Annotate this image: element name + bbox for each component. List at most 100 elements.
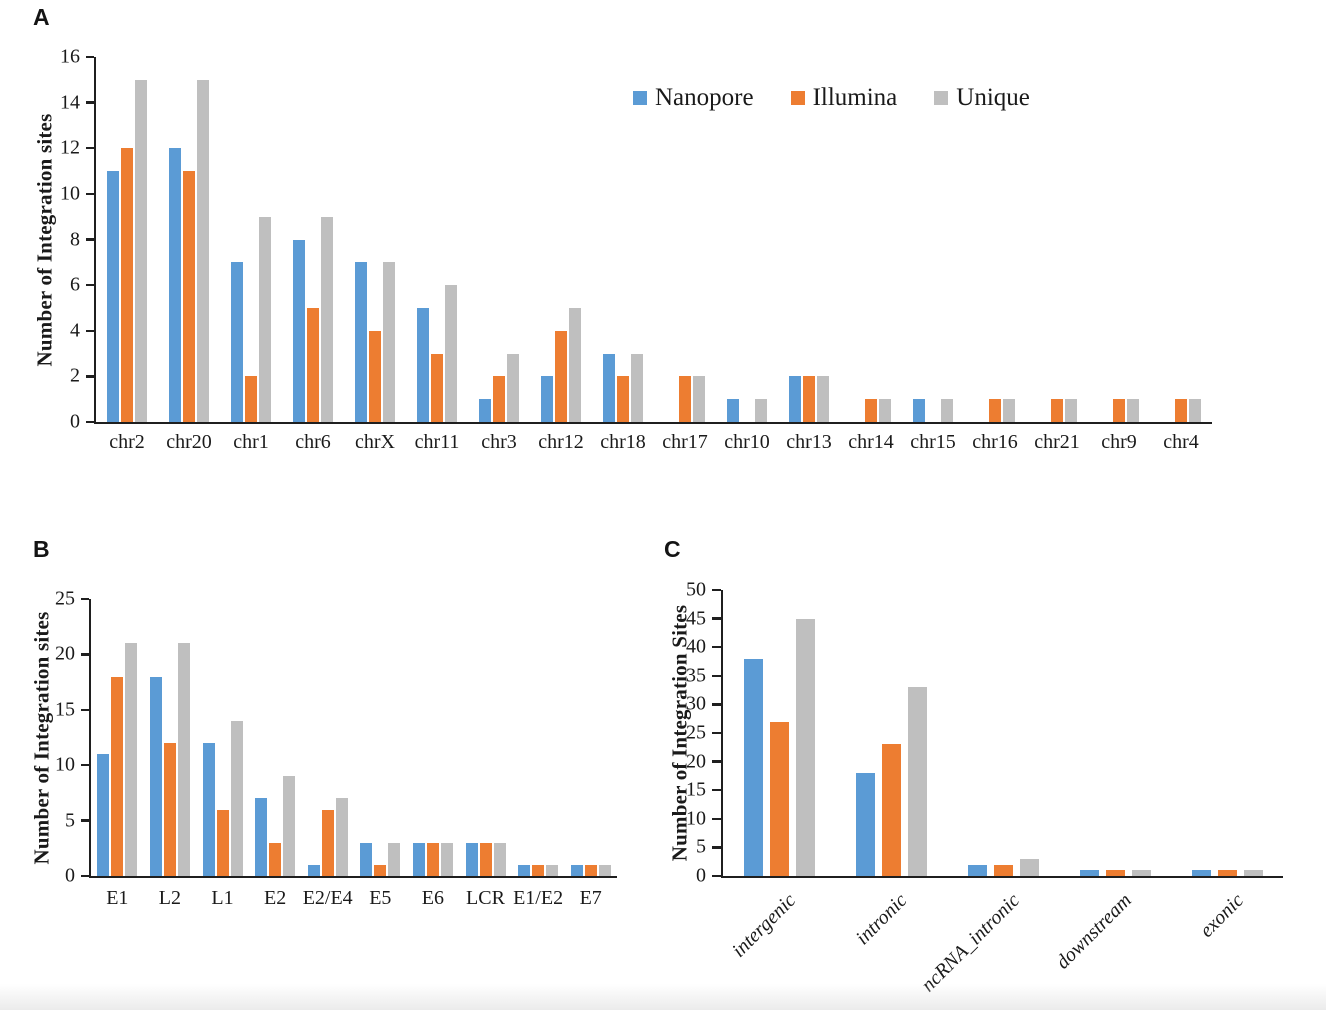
y-tick-label-B-15: 15 [55, 698, 75, 721]
y-tick-label-C-50: 50 [686, 578, 706, 601]
x-axis-label-chr11: chr11 [414, 431, 460, 453]
bar-b-l2-nanopore [149, 676, 162, 876]
y-tick-label-C-30: 30 [686, 692, 706, 715]
bar-a-chr3-unique [507, 353, 519, 422]
x-axis-label-e7: E7 [579, 887, 602, 909]
bar-b-e1-nanopore [97, 754, 110, 876]
x-axis-label-chr2: chr2 [109, 431, 145, 453]
bar-a-chr6-unique [321, 216, 333, 422]
y-tick-C-30 [712, 703, 721, 706]
bar-a-chr6-nanopore [293, 239, 305, 422]
bar-b-lcr-nanopore [465, 842, 478, 876]
x-axis-label-e1: E1 [106, 887, 129, 909]
bar-a-chr13-nanopore [789, 376, 801, 422]
y-axis-line-A [93, 57, 96, 425]
y-tick-label-B-25: 25 [55, 587, 75, 610]
bar-b-e6-nanopore [412, 842, 425, 876]
legend-swatch-illumina [790, 90, 805, 105]
bar-c-exonic-illumina [1217, 870, 1237, 876]
bar-a-chr10-nanopore [727, 399, 739, 422]
y-tick-C-0 [712, 874, 721, 878]
x-axis-label-chr17: chr17 [662, 431, 708, 453]
x-axis-label-e6: E6 [421, 887, 444, 909]
x-axis-label-chr14: chr14 [848, 431, 894, 453]
x-axis-label-chr21: chr21 [1034, 431, 1080, 453]
bar-a-chr18-unique [631, 353, 643, 422]
bar-b-l1-illumina [216, 809, 229, 876]
y-tick-label-A-8: 8 [70, 228, 80, 251]
y-tick-label-B-5: 5 [65, 809, 75, 832]
x-axis-label-chr15: chr15 [910, 431, 956, 453]
bar-a-chr4-unique [1189, 399, 1201, 422]
legend-label-nanopore: Nanopore [655, 84, 754, 111]
bar-b-e2-nanopore [255, 798, 268, 876]
y-tick-label-A-0: 0 [70, 410, 80, 433]
bar-c-intergenic-illumina [769, 721, 789, 876]
bar-a-chr20-unique [197, 79, 209, 422]
bar-a-chr20-illumina [183, 171, 195, 422]
y-tick-label-A-14: 14 [60, 91, 80, 114]
bar-b-e6-illumina [426, 842, 439, 876]
bar-a-chr14-unique [879, 399, 891, 422]
bar-a-chr12-unique [569, 307, 581, 422]
legend-swatch-nanopore [633, 90, 647, 105]
bar-c-exonic-unique [1243, 870, 1263, 876]
x-axis-label-e5: E5 [369, 887, 392, 909]
y-tick-C-5 [712, 846, 721, 849]
legend-item-unique: Unique [934, 85, 1030, 110]
bar-a-chr1-illumina [245, 376, 257, 422]
x-axis-label-chr12: chr12 [538, 431, 584, 453]
bar-b-l1-unique [230, 720, 243, 876]
bar-a-chr20-nanopore [169, 148, 181, 422]
bar-c-downstream-nanopore [1079, 870, 1099, 876]
bar-c-intergenic-nanopore [743, 658, 763, 876]
bar-b-e1-e2-nanopore [518, 864, 531, 876]
y-tick-C-25 [712, 731, 721, 735]
legend-item-nanopore: Nanopore [633, 85, 754, 110]
bar-a-chr11-unique [445, 285, 457, 422]
bar-b-lcr-unique [493, 842, 506, 876]
y-tick-label-A-4: 4 [70, 319, 80, 342]
bar-b-e5-unique [388, 842, 401, 876]
bar-a-chr1-unique [259, 216, 271, 422]
y-tick-label-C-35: 35 [686, 664, 706, 687]
y-tick-label-A-10: 10 [60, 182, 80, 205]
legend-item-illumina: Illumina [790, 85, 897, 110]
bar-c-ncrna-intronic-nanopore [967, 864, 987, 876]
bottom-fade [0, 984, 1326, 1010]
bar-a-chr21-unique [1065, 399, 1077, 422]
panel-label-c: C [664, 536, 681, 562]
y-tick-C-15 [712, 789, 721, 792]
bar-c-downstream-unique [1131, 870, 1151, 876]
bar-c-intronic-nanopore [855, 773, 875, 876]
y-tick-C-20 [712, 760, 721, 763]
x-axis-label-e1-e2: E1/E2 [513, 887, 564, 909]
y-tick-label-A-6: 6 [70, 273, 80, 296]
y-tick-label-C-20: 20 [686, 750, 706, 773]
bar-a-chr18-nanopore [603, 353, 615, 422]
bar-a-chr15-nanopore [913, 399, 925, 422]
y-tick-label-C-5: 5 [696, 835, 706, 858]
bar-a-chr11-illumina [431, 353, 443, 422]
bar-b-e1-unique [125, 643, 138, 876]
y-tick-label-C-15: 15 [686, 778, 706, 801]
bar-b-e5-illumina [374, 864, 387, 876]
bar-b-l1-nanopore [202, 743, 215, 876]
legend-swatch-unique [934, 90, 949, 105]
bar-a-chr9-unique [1127, 399, 1139, 422]
bar-c-intergenic-unique [795, 618, 815, 876]
bar-a-chr9-illumina [1113, 399, 1125, 422]
x-axis-label-l1: L1 [211, 887, 234, 909]
bar-b-e7-illumina [584, 864, 597, 876]
x-axis-label-chr9: chr9 [1101, 431, 1137, 453]
bar-a-chr14-illumina [865, 399, 877, 422]
x-axis-label-chr20: chr20 [166, 431, 212, 453]
y-tick-label-A-12: 12 [60, 136, 80, 159]
bar-a-chr21-illumina [1051, 399, 1063, 422]
x-axis-line-A [93, 422, 1212, 425]
y-axis-line-B [88, 599, 91, 879]
y-tick-label-A-2: 2 [70, 364, 80, 387]
x-axis-label-chr4: chr4 [1163, 431, 1199, 453]
bar-a-chr17-illumina [679, 376, 691, 422]
x-axis-label-ncrna-intronic: ncRNA_intronic [916, 889, 1024, 997]
